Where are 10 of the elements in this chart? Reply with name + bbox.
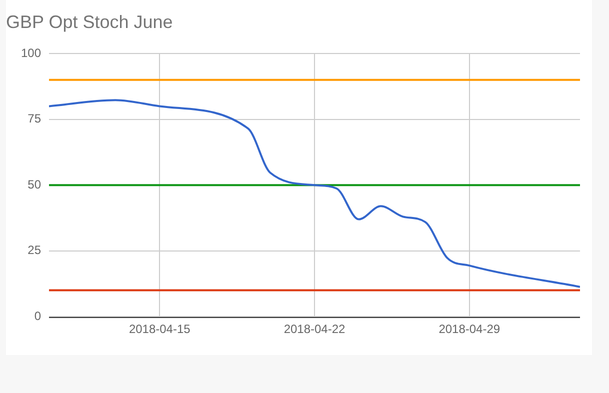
- x-tick-label: 2018-04-15: [128, 322, 191, 336]
- y-tick-label: 25: [28, 243, 42, 258]
- y-tick-label: 75: [28, 112, 42, 126]
- line-series: [49, 99, 580, 288]
- chart-title: GBP Opt Stoch June: [6, 12, 173, 32]
- x-tick-label: 2018-04-29: [438, 322, 500, 336]
- y-tick-label: 50: [28, 177, 42, 192]
- x-tick-label: 2018-04-22: [284, 322, 346, 336]
- y-tick-label: 0: [34, 308, 42, 323]
- y-tick-label: 100: [20, 46, 42, 60]
